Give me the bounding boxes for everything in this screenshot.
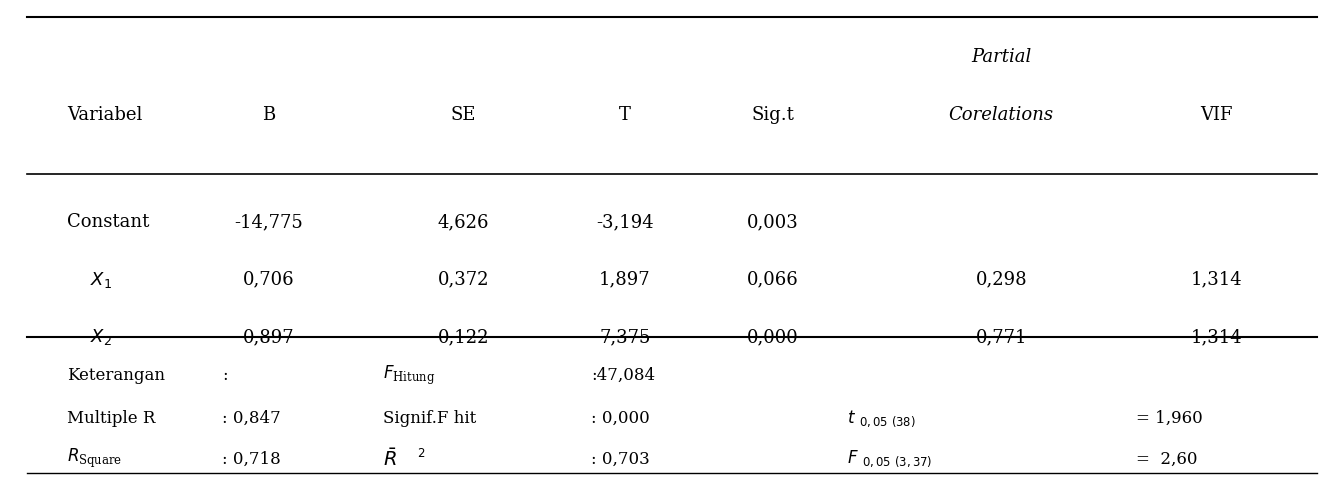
Text: 1,314: 1,314: [1191, 328, 1242, 346]
Text: Keterangan: Keterangan: [67, 367, 165, 384]
Text: Sig.t: Sig.t: [751, 106, 794, 124]
Text: : 0,718: : 0,718: [222, 450, 281, 467]
Text: $\bar{R}$: $\bar{R}$: [383, 448, 396, 470]
Text: 0,298: 0,298: [976, 271, 1027, 289]
Text: $X_1$: $X_1$: [90, 270, 112, 290]
Text: Partial: Partial: [972, 48, 1031, 66]
Text: 0,771: 0,771: [976, 328, 1027, 346]
Text: : 0,847: : 0,847: [222, 410, 281, 427]
Text: Multiple R: Multiple R: [67, 410, 156, 427]
Text: $^{2}$: $^{2}$: [417, 450, 425, 467]
Text: Variabel: Variabel: [67, 106, 142, 124]
Text: : 0,000: : 0,000: [591, 410, 650, 427]
Text: 0,000: 0,000: [747, 328, 798, 346]
Text: 0,372: 0,372: [438, 271, 489, 289]
Text: :: :: [222, 367, 227, 384]
Text: :47,084: :47,084: [591, 367, 656, 384]
Text: = 1,960: = 1,960: [1136, 410, 1203, 427]
Text: 0,706: 0,706: [243, 271, 294, 289]
Text: T: T: [620, 106, 630, 124]
Text: 0,066: 0,066: [747, 271, 798, 289]
Text: VIF: VIF: [1200, 106, 1232, 124]
Text: 0,122: 0,122: [438, 328, 489, 346]
Text: $t\ _{0,05\ (38)}$: $t\ _{0,05\ (38)}$: [847, 408, 915, 429]
Text: : 0,703: : 0,703: [591, 450, 650, 467]
Text: Corelations: Corelations: [949, 106, 1054, 124]
Text: $F_{\mathregular{Hitung}}$: $F_{\mathregular{Hitung}}$: [383, 364, 435, 387]
Text: 1,897: 1,897: [599, 271, 650, 289]
Text: Constant: Constant: [67, 213, 149, 231]
Text: -14,775: -14,775: [234, 213, 304, 231]
Text: Signif.F hit: Signif.F hit: [383, 410, 476, 427]
Text: $F\ _{0,05\ (3,37)}$: $F\ _{0,05\ (3,37)}$: [847, 448, 931, 469]
Text: 7,375: 7,375: [599, 328, 650, 346]
Text: $R_{\mathregular{Square}}$: $R_{\mathregular{Square}}$: [67, 447, 122, 470]
Text: 4,626: 4,626: [438, 213, 489, 231]
Text: -3,194: -3,194: [597, 213, 653, 231]
Text: $X_2$: $X_2$: [90, 327, 112, 347]
Text: SE: SE: [452, 106, 476, 124]
Text: =  2,60: = 2,60: [1136, 450, 1198, 467]
Text: 0,897: 0,897: [243, 328, 294, 346]
Text: 0,003: 0,003: [747, 213, 798, 231]
Text: B: B: [262, 106, 276, 124]
Text: 1,314: 1,314: [1191, 271, 1242, 289]
